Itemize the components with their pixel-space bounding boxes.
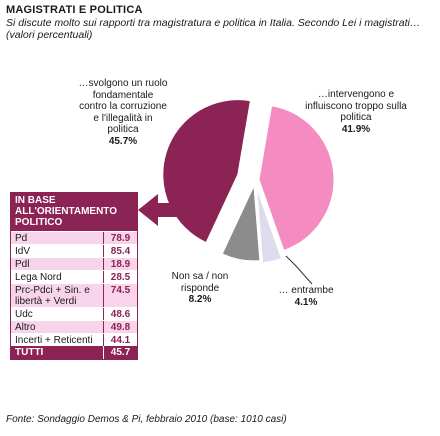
chart-title: MAGISTRATI E POLITICA <box>6 4 143 16</box>
table-row: Incerti + Reticenti 44.1 <box>11 333 137 346</box>
table-row-label: IdV <box>11 245 103 257</box>
slice-label-intervengono: …intervengono e influiscono troppo sulla… <box>300 89 412 135</box>
table-row-value: 74.5 <box>103 284 137 307</box>
slice-value-ruolo-fondamentale: 45.7% <box>108 135 138 147</box>
table-row: Prc-Pdci + Sin. e libertà + Verdi 74.5 <box>11 283 137 307</box>
chart-subtitle: Si discute molto sui rapporti tra magist… <box>6 17 421 41</box>
table-row-label: Lega Nord <box>11 271 103 283</box>
table-total-value: 45.7 <box>103 346 137 359</box>
table-row-value: 49.8 <box>103 321 137 333</box>
pie-slice-intervengono <box>258 105 335 252</box>
table-total-label: TUTTI <box>15 347 44 358</box>
pie-slice-entrambe <box>256 187 283 264</box>
table-row: Udc 48.6 <box>11 307 137 320</box>
table-row-value: 85.4 <box>103 245 137 257</box>
table-row: IdV 85.4 <box>11 244 137 257</box>
slice-value-entrambe: 4.1% <box>294 296 318 308</box>
table-total-row: TUTTI 45.7 <box>11 346 137 359</box>
table-row-value: 18.9 <box>103 258 137 270</box>
leader-line-entrambe <box>285 255 313 285</box>
table-body: Pd 78.9 IdV 85.4 Pdl 18.9 Lega Nord 28.5 Prc-Pdc… <box>11 231 137 346</box>
table-row: Lega Nord 28.5 <box>11 270 137 283</box>
table-row-value: 44.1 <box>103 334 137 346</box>
table-row-value: 78.9 <box>103 232 137 244</box>
table-row-label: Altro <box>11 321 103 333</box>
table-row: Pd 78.9 <box>11 231 137 244</box>
slice-value-intervengono: 41.9% <box>341 123 371 135</box>
table-row-label: Prc-Pdci + Sin. e libertà + Verdi <box>11 284 103 307</box>
orientation-table: IN BASE ALL'ORIENTAMENTO POLITICO Pd 78.9… <box>10 192 138 360</box>
table-row-label: Incerti + Reticenti <box>11 334 103 346</box>
table-row-label: Pd <box>11 232 103 244</box>
slice-label-entrambe: … entrambe 4.1% <box>262 285 350 308</box>
table-row-value: 28.5 <box>103 271 137 283</box>
source-note: Fonte: Sondaggio Demos & Pi, febbraio 20… <box>6 414 287 425</box>
slice-label-non-sa: Non sa / non risponde 8.2% <box>158 271 242 306</box>
table-header: IN BASE ALL'ORIENTAMENTO POLITICO <box>11 193 137 231</box>
table-row-label: Udc <box>11 308 103 320</box>
slice-label-ruolo-fondamentale: …svolgono un ruolo fondamentale contro l… <box>78 78 168 147</box>
pie-slice-non-sa <box>221 183 261 262</box>
table-row: Pdl 18.9 <box>11 257 137 270</box>
slice-value-non-sa: 8.2% <box>188 294 212 305</box>
table-row: Altro 49.8 <box>11 320 137 333</box>
table-row-value: 48.6 <box>103 308 137 320</box>
table-row-label: Pdl <box>11 258 103 270</box>
